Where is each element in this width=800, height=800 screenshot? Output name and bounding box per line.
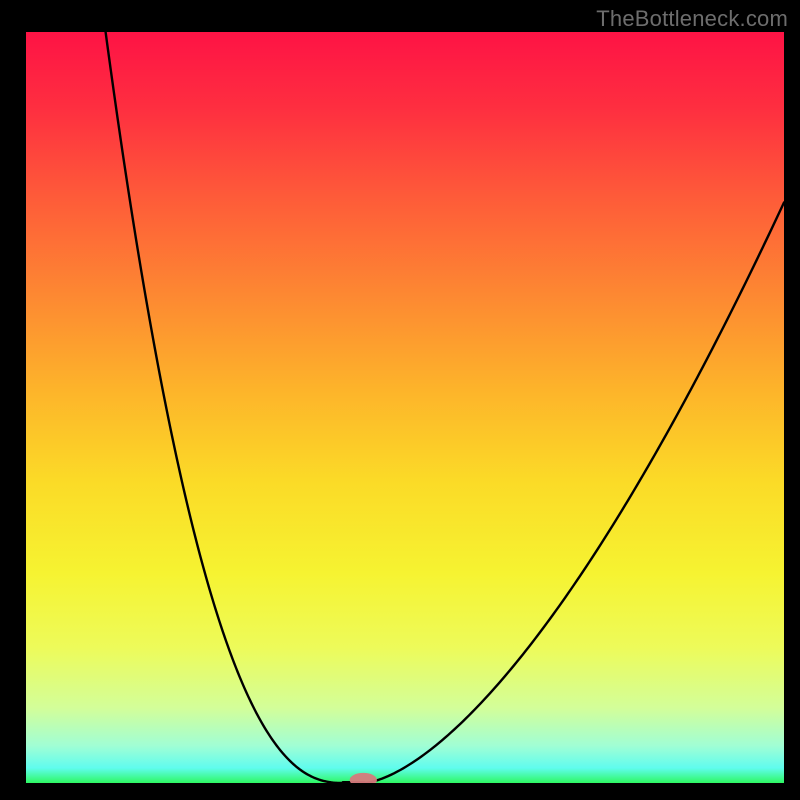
chart-background-gradient [26, 32, 784, 783]
bottleneck-curve-chart [26, 32, 784, 783]
watermark-text: TheBottleneck.com [596, 6, 788, 32]
chart-plot-area [26, 32, 784, 783]
